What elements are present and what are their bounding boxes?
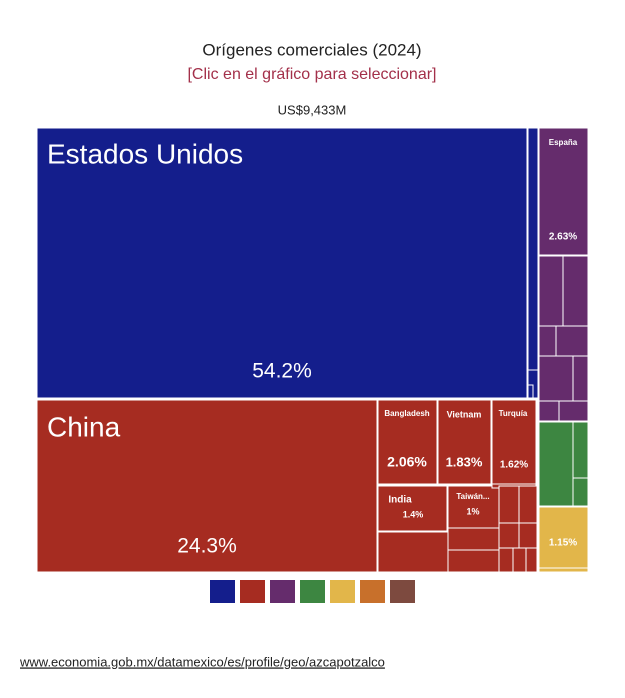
- minor-tile: [572, 355, 589, 402]
- minor-tile: [527, 127, 539, 399]
- legend-swatch[interactable]: [300, 580, 325, 603]
- tile-label: España: [549, 138, 578, 147]
- legend-swatch[interactable]: [240, 580, 265, 603]
- minor-tile: [518, 485, 538, 524]
- tile-label: Taiwán...: [456, 492, 489, 501]
- chart-subtitle: [Clic en el gráfico para seleccionar]: [187, 66, 436, 83]
- minor-tile: [498, 547, 514, 573]
- total-label: US$9,433M: [278, 102, 347, 117]
- tile[interactable]: [36, 399, 378, 573]
- tile-label: Vietnam: [447, 409, 482, 419]
- tile[interactable]: [36, 127, 528, 399]
- legend-swatch[interactable]: [210, 580, 235, 603]
- tile-label: Bangladesh: [384, 409, 429, 418]
- minor-tile: [572, 421, 589, 479]
- minor-tile: [447, 527, 500, 551]
- minor-tile: [558, 400, 589, 422]
- chart-title: Orígenes comerciales (2024): [202, 40, 421, 59]
- minor-tile: [538, 567, 589, 573]
- tile-label: India: [388, 495, 412, 506]
- tile-value-label: 24.3%: [177, 535, 237, 558]
- minor-tile: [447, 549, 500, 573]
- minor-tile: [538, 325, 557, 357]
- minor-tile: [527, 384, 534, 399]
- tile-value-label: 1.83%: [446, 454, 483, 469]
- minor-tile: [512, 547, 527, 573]
- minor-tile: [538, 400, 560, 422]
- tile-label: China: [47, 411, 121, 442]
- minor-tile: [562, 255, 589, 327]
- tile-label: Estados Unidos: [47, 138, 243, 169]
- minor-tile: [525, 547, 538, 573]
- minor-tile: [555, 325, 589, 357]
- minor-tile: [538, 255, 564, 327]
- minor-tile: [572, 477, 589, 507]
- tile-value-label: 2.06%: [387, 454, 427, 470]
- tile[interactable]: [377, 485, 448, 532]
- minor-tile: [538, 421, 574, 507]
- minor-tile: [377, 531, 449, 573]
- tile[interactable]: [377, 399, 438, 485]
- tile[interactable]: [538, 127, 589, 256]
- tile-value-label: 1.4%: [403, 509, 424, 519]
- tile-label: Turquía: [499, 409, 528, 418]
- minor-tile: [518, 522, 538, 549]
- minor-tiles: [377, 127, 589, 573]
- legend-swatch[interactable]: [330, 580, 355, 603]
- tile-value-label: 1.62%: [500, 460, 528, 471]
- tile-value-label: 54.2%: [252, 360, 312, 383]
- source-link[interactable]: www.economia.gob.mx/datamexico/es/profil…: [19, 654, 385, 669]
- minor-tile: [538, 355, 574, 402]
- legend-swatch[interactable]: [390, 580, 415, 603]
- tile-value-label: 1%: [466, 506, 479, 516]
- tile-value-label: 1.15%: [549, 538, 577, 549]
- legend-swatch[interactable]: [360, 580, 385, 603]
- minor-tile: [498, 485, 520, 524]
- tile[interactable]: [437, 399, 492, 485]
- legend-swatch[interactable]: [270, 580, 295, 603]
- minor-tile: [498, 522, 520, 549]
- tile-value-label: 2.63%: [549, 232, 577, 243]
